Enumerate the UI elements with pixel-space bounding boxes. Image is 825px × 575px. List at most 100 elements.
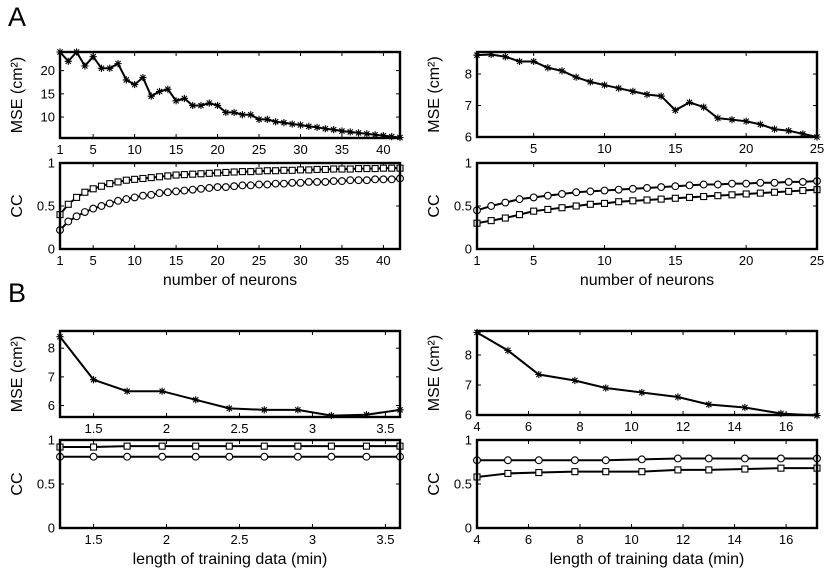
data-point	[260, 452, 269, 461]
data-point	[246, 181, 255, 190]
y-axis-label: CC	[426, 194, 443, 217]
data-point	[288, 178, 297, 187]
data-point	[741, 465, 749, 473]
x-tick-label: 10	[624, 419, 638, 434]
data-point	[321, 177, 330, 186]
data-point	[629, 87, 637, 95]
data-point	[543, 191, 552, 200]
x-tick-label: 1	[56, 253, 63, 268]
data-point	[685, 193, 694, 201]
data-point	[638, 388, 646, 397]
data-point	[155, 87, 164, 96]
y-tick-label: 0.5	[37, 199, 55, 214]
data-point	[535, 469, 543, 477]
x-tick-label: 25	[252, 142, 266, 157]
data-point	[742, 117, 750, 125]
data-point	[501, 53, 509, 61]
data-point	[501, 214, 509, 222]
data-point	[97, 202, 106, 210]
data-point	[72, 212, 81, 221]
data-point	[327, 452, 336, 461]
data-point	[673, 454, 682, 463]
data-point	[544, 205, 552, 213]
data-point	[327, 442, 335, 450]
x-tick-label: 3.5	[376, 421, 394, 436]
data-point	[362, 452, 371, 461]
data-point	[225, 452, 234, 461]
x-tick-label: 2	[163, 421, 170, 436]
data-point	[189, 170, 197, 178]
x-tick-label: 25	[810, 141, 824, 156]
data-point	[123, 442, 131, 450]
data-point	[313, 177, 322, 186]
data-point	[89, 53, 97, 61]
chart-A-right-mse: 5 10 15 20 25 6 7 8 MSE (cm²)	[426, 50, 824, 156]
data-point	[705, 466, 713, 474]
y-tick-label: 6	[465, 130, 472, 145]
series-circle	[473, 177, 821, 215]
data-point	[530, 57, 538, 66]
axes-frame	[58, 438, 402, 530]
data-point	[338, 165, 346, 173]
x-tick-label: 10	[127, 142, 141, 157]
data-point	[338, 177, 346, 186]
data-point	[80, 208, 89, 216]
data-point	[777, 409, 785, 418]
panel-label-b: B	[8, 278, 27, 308]
x-tick-label: 3	[309, 421, 316, 436]
data-point	[740, 454, 749, 463]
data-point	[798, 177, 807, 186]
y-tick-label: 8	[465, 348, 472, 363]
data-point	[503, 456, 512, 465]
data-point	[114, 60, 122, 68]
data-point	[713, 180, 722, 189]
data-point	[704, 454, 713, 463]
y-tick-label: 7	[465, 378, 472, 393]
data-point	[628, 184, 637, 193]
data-point	[230, 168, 238, 176]
data-point	[379, 132, 388, 140]
data-point	[97, 64, 106, 72]
x-tick-label: 30	[293, 142, 307, 157]
series-line	[59, 50, 401, 139]
data-point	[657, 195, 665, 203]
y-axis-label: MSE (cm²)	[426, 335, 443, 411]
data-point	[130, 193, 139, 202]
data-point	[371, 165, 379, 173]
data-point	[271, 179, 280, 188]
data-point	[327, 411, 336, 420]
x-tick-label: 15	[169, 142, 183, 157]
data-point	[189, 101, 197, 110]
data-point	[535, 370, 543, 379]
data-point	[155, 173, 164, 181]
x-tick-label: 5	[530, 253, 537, 268]
data-point	[225, 442, 233, 450]
data-point	[294, 406, 302, 414]
data-point	[81, 188, 89, 196]
y-axis-label: CC	[426, 472, 443, 495]
series-star	[56, 48, 404, 142]
series-square	[56, 442, 404, 451]
data-point	[487, 202, 496, 210]
data-point	[602, 468, 610, 476]
data-point	[785, 187, 793, 195]
y-tick-label: 0	[48, 521, 55, 536]
data-point	[346, 165, 354, 173]
y-axis-label: MSE (cm²)	[9, 336, 26, 412]
data-point	[363, 130, 371, 138]
y-tick-label: 0	[465, 242, 472, 257]
panel-label-a: A	[8, 2, 27, 32]
data-point	[279, 179, 288, 188]
data-point	[122, 76, 130, 84]
x-tick-label: 4	[473, 532, 480, 547]
chart-B-left-cc: 1.5 2 2.5 3 3.5 0 0.5 1 CC length of training dat…	[9, 433, 404, 568]
data-point	[260, 406, 268, 414]
data-point	[728, 179, 736, 188]
data-point	[123, 452, 132, 461]
data-point	[354, 129, 363, 137]
data-point	[674, 393, 682, 401]
